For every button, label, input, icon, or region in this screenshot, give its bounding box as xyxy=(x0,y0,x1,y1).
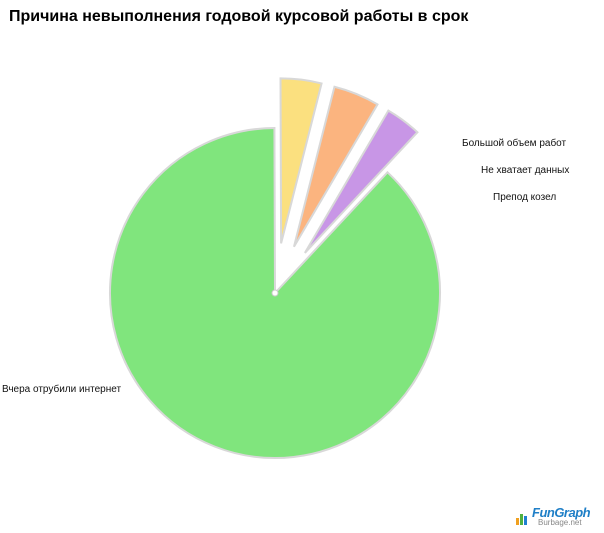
pie-label-3: Не хватает данных xyxy=(481,165,569,176)
pie-labels: Вчера отрубили интернет Большой объем раб… xyxy=(2,137,569,395)
pie-label-1: Вчера отрубили интернет xyxy=(2,383,121,395)
watermark-logo-text: FunGraph xyxy=(532,505,591,520)
pie-slice-4 xyxy=(304,109,419,254)
bar-chart-icon xyxy=(516,514,527,525)
pie-slice-2 xyxy=(279,77,323,244)
watermark-sub-text: Burbage.net xyxy=(538,518,582,527)
pie-center-dot xyxy=(271,289,279,297)
pie-slices xyxy=(109,77,441,459)
chart-title: Причина невыполнения годовой курсовой ра… xyxy=(9,8,469,25)
watermark-logo: FunGraph Burbage.net xyxy=(516,505,598,529)
pie-slice-3 xyxy=(293,85,379,248)
pie-label-2: Большой объем работ xyxy=(462,137,567,149)
pie-label-4: Препод козел xyxy=(493,192,556,203)
